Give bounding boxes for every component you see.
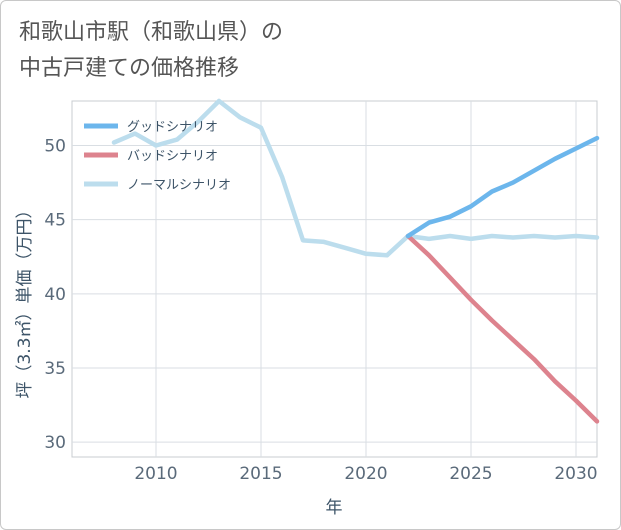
chart-title-line-1: 和歌山市駅（和歌山県）の — [19, 20, 284, 45]
x-tick-2030: 2030 — [554, 464, 597, 484]
x-tick-2010: 2010 — [134, 464, 177, 484]
series-line-1 — [405, 233, 600, 424]
chart-title: 和歌山市駅（和歌山県）の 中古戸建ての価格推移 — [19, 15, 283, 87]
series-line-0 — [405, 135, 600, 239]
legend-label-2: ノーマルシナリオ — [127, 178, 231, 193]
y-tick-45: 45 — [44, 211, 66, 231]
grid-lines — [72, 101, 597, 457]
y-axis-title: 坪（3.3㎡）単価（万円） — [15, 201, 35, 398]
series-lines — [111, 98, 600, 424]
plot-area — [71, 100, 598, 458]
x-axis-title: 年 — [326, 498, 343, 518]
x-tick-2025: 2025 — [449, 464, 492, 484]
y-tick-30: 30 — [44, 433, 66, 453]
y-tick-50: 50 — [44, 137, 66, 157]
x-tick-labels: 2010 2015 2020 2025 2030 — [134, 464, 597, 484]
x-tick-2020: 2020 — [344, 464, 387, 484]
y-tick-40: 40 — [44, 285, 66, 305]
legend-label-0: グッドシナリオ — [127, 120, 218, 135]
chart-title-line-2: 中古戸建ての価格推移 — [19, 56, 240, 81]
x-tick-2015: 2015 — [239, 464, 282, 484]
y-tick-35: 35 — [44, 359, 66, 379]
series-line-2 — [111, 98, 600, 258]
legend-label-1: バッドシナリオ — [127, 149, 218, 164]
y-tick-labels: 30 35 40 45 50 — [44, 137, 66, 454]
